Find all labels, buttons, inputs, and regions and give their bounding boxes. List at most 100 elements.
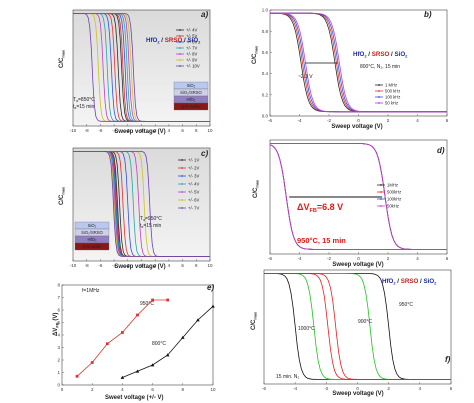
curves bbox=[73, 12, 451, 380]
sweep-xlabel-d: Sweep voltage (V) bbox=[332, 262, 383, 268]
y-tick-label: 3 bbox=[57, 345, 60, 350]
panel-c-anneal-time: ta=15 min bbox=[140, 223, 161, 229]
y-tick-label: 0.2 bbox=[262, 92, 269, 97]
x-tick-label: 2 bbox=[387, 386, 390, 391]
x-tick-label: -2 bbox=[324, 386, 328, 391]
legend-label: +/- 5V bbox=[188, 190, 199, 195]
legend-label: +/- 9V bbox=[186, 58, 197, 63]
x-tick-label: 2 bbox=[91, 387, 94, 392]
x-tick-label: -10 bbox=[70, 263, 77, 268]
panel-f-label: f) bbox=[445, 355, 451, 364]
legend-label: +/- 4V bbox=[186, 28, 197, 33]
x-tick-label: 2 bbox=[387, 118, 390, 123]
legend-label: +/- 3V bbox=[188, 174, 199, 179]
cv-ylabel-f: C/Cmax bbox=[251, 311, 258, 330]
panel-b-anneal: 800°C, N₂, 15 min bbox=[360, 64, 400, 70]
x-tick-label: 6 bbox=[181, 263, 184, 268]
panel-e-point-800 bbox=[165, 353, 170, 357]
panel-a-stack-title: HfO2 / SRSO / SiO2 bbox=[146, 37, 201, 45]
cv-ylabel-c: C/Cmax bbox=[59, 186, 66, 205]
panel-c-stack-layer-label: SiO₂/SRSO bbox=[81, 230, 103, 235]
legend-marker bbox=[181, 199, 183, 201]
legend-marker bbox=[179, 41, 181, 43]
panel-a-anneal-time: ta=15 min bbox=[73, 104, 94, 110]
panel-e-point-950 bbox=[90, 361, 94, 364]
panel-c-stack-layer-label: SiO₂ bbox=[88, 223, 97, 228]
x-tick-label: 4 bbox=[419, 386, 422, 391]
cv-reverse-7V bbox=[73, 151, 210, 257]
legend-label: +/- 4V bbox=[188, 182, 199, 187]
x-tick-label: 2 bbox=[387, 256, 390, 261]
y-tick-label: 1 bbox=[57, 370, 60, 375]
panel-c-stack-layer-label: HfO₂ bbox=[87, 237, 96, 242]
legend-marker bbox=[380, 184, 382, 186]
panel-e-point-800 bbox=[181, 335, 185, 339]
panel-f-label-1000: 1000°C bbox=[298, 326, 315, 332]
panel-d-label: d) bbox=[437, 146, 445, 155]
x-tick-label: 6 bbox=[181, 128, 184, 133]
x-tick-label: 0 bbox=[357, 256, 360, 261]
x-tick-label: -6 bbox=[268, 118, 272, 123]
x-tick-label: -6 bbox=[98, 128, 102, 133]
x-tick-label: 0 bbox=[61, 387, 64, 392]
x-tick-label: 0 bbox=[140, 263, 143, 268]
legend-marker bbox=[179, 35, 181, 37]
panel-e-point-800 bbox=[196, 318, 200, 322]
sweep-xlabel-b: Sweep voltage (V) bbox=[331, 124, 382, 130]
legend-marker bbox=[181, 183, 183, 185]
x-tick-label: 4 bbox=[121, 387, 124, 392]
panel-e-xlabel: Sweet voltage (+/- V) bbox=[105, 395, 164, 401]
panel-e-point-800 bbox=[211, 304, 215, 308]
x-tick-label: -10 bbox=[70, 128, 77, 133]
x-tick-label: 2 bbox=[154, 263, 157, 268]
y-tick-label: 2 bbox=[57, 358, 60, 363]
sweep-xlabel-a: Sweep voltage (V) bbox=[114, 129, 165, 135]
y-tick-label: 1.0 bbox=[262, 8, 269, 13]
x-tick-label: 6 bbox=[151, 387, 154, 392]
cv-reverse-1000C bbox=[264, 273, 451, 380]
sweep-xlabel-c: Sweep voltage (V) bbox=[114, 264, 165, 270]
legend-marker bbox=[378, 84, 380, 86]
x-tick-label: 8 bbox=[195, 263, 198, 268]
legend-marker bbox=[378, 96, 380, 98]
panel-c-label: c) bbox=[201, 149, 208, 158]
x-tick-label: -4 bbox=[297, 118, 301, 123]
legend-marker bbox=[378, 90, 380, 92]
x-tick-label: -4 bbox=[112, 128, 116, 133]
panel-e-point-950 bbox=[105, 342, 109, 346]
panel-e-point-950 bbox=[75, 374, 79, 378]
x-tick-label: 10 bbox=[210, 387, 216, 392]
legend-label: +/- 6V bbox=[186, 40, 197, 45]
panel-e-frequency: f=1MHz bbox=[82, 288, 100, 294]
cv-ylabel-a: C/Cmax bbox=[59, 49, 66, 68]
panel-a-stack-layer-label: SiO₂ bbox=[187, 83, 196, 88]
x-tick-label: 6 bbox=[446, 256, 449, 261]
x-tick-label: 10 bbox=[207, 128, 213, 133]
panel-frame-b bbox=[269, 9, 448, 117]
y-tick-label: 0.6 bbox=[262, 50, 269, 55]
legend-label: +/- 7V bbox=[188, 206, 199, 211]
panel-e-label-950: 950°C bbox=[140, 301, 154, 307]
x-tick-label: -2 bbox=[126, 263, 130, 268]
panel-c-stack-layer bbox=[74, 242, 110, 251]
x-tick-label: 4 bbox=[168, 263, 171, 268]
legend-label: 500 kHz bbox=[385, 89, 400, 94]
cv-reverse-50kHz bbox=[270, 12, 447, 113]
panel-e-point-800 bbox=[135, 369, 140, 373]
x-tick-label: -4 bbox=[293, 386, 297, 391]
panel-f-stack-title: HfO2 / SRSO / SiO2 bbox=[382, 278, 437, 286]
panel-e-label-800: 800°C bbox=[152, 341, 166, 347]
legend-marker bbox=[179, 47, 181, 49]
legend-label: +/- 7V bbox=[186, 46, 197, 51]
legend-label: 50 kHz bbox=[385, 101, 398, 106]
panel-d-anneal: 950°C, 15 min bbox=[297, 236, 346, 245]
legend-marker bbox=[181, 207, 183, 209]
legend-label: 50kHz bbox=[387, 204, 399, 209]
panel-a-stack-layer bbox=[173, 102, 209, 111]
x-tick-label: -2 bbox=[126, 128, 130, 133]
x-tick-label: -2 bbox=[327, 256, 331, 261]
x-tick-label: -8 bbox=[85, 128, 89, 133]
y-tick-label: 6 bbox=[57, 308, 60, 313]
panel-f-note: 15 min. N₂ bbox=[276, 374, 299, 380]
legend-label: +/- 5V bbox=[186, 34, 197, 39]
